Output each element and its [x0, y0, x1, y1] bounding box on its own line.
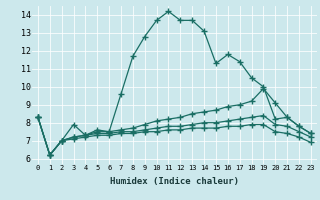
X-axis label: Humidex (Indice chaleur): Humidex (Indice chaleur): [110, 177, 239, 186]
